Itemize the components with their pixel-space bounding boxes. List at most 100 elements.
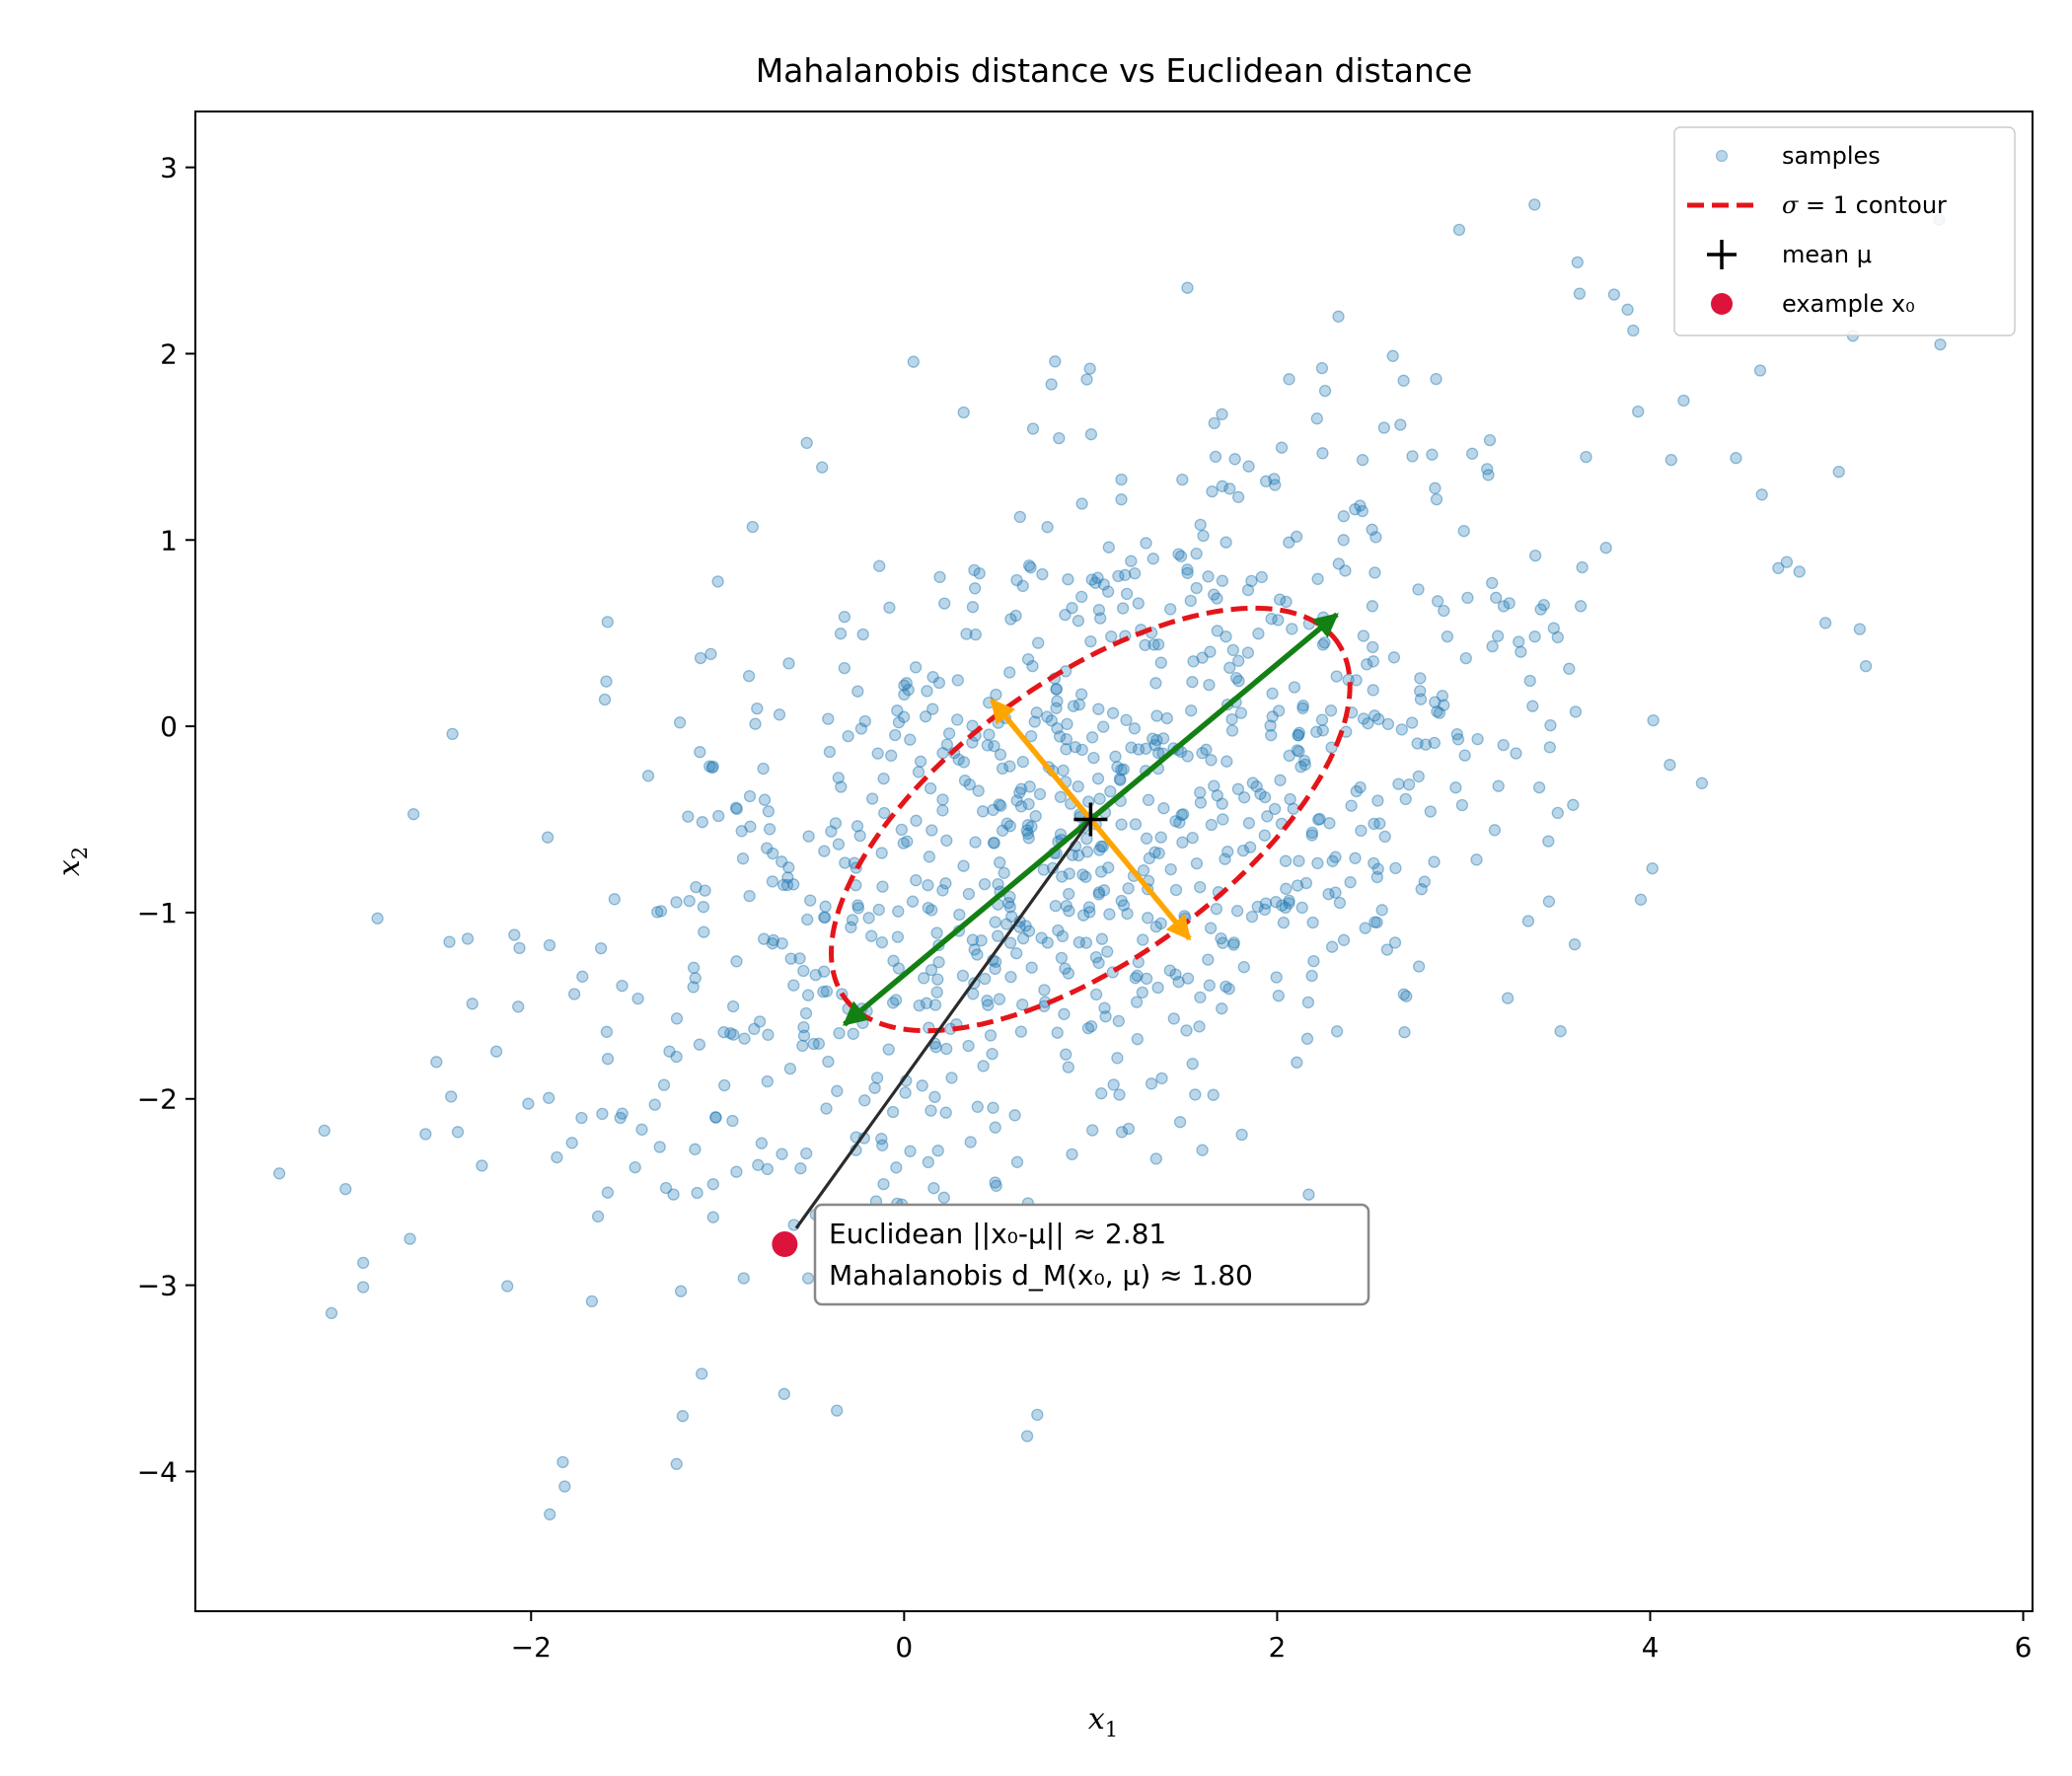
sample-point bbox=[1217, 936, 1229, 949]
sample-point bbox=[1151, 638, 1165, 651]
sample-point bbox=[1056, 870, 1069, 883]
sample-point bbox=[1293, 726, 1305, 739]
sample-point bbox=[1220, 536, 1232, 549]
sample-point bbox=[1293, 854, 1305, 867]
sample-point bbox=[1176, 473, 1189, 486]
sample-point bbox=[1330, 1025, 1344, 1038]
sample-point bbox=[951, 674, 964, 687]
sample-point bbox=[1101, 945, 1114, 958]
sample-point bbox=[1060, 1048, 1073, 1061]
sample-point bbox=[1337, 933, 1351, 946]
sample-point bbox=[939, 877, 952, 890]
x-ticks: −2 0 2 4 6 bbox=[511, 1611, 2032, 1664]
sample-point bbox=[987, 1101, 999, 1114]
sample-point bbox=[1045, 378, 1058, 391]
sample-point bbox=[1062, 1061, 1074, 1073]
sample-point bbox=[799, 1006, 813, 1020]
sample-point bbox=[1306, 916, 1319, 929]
sample-point bbox=[1181, 750, 1194, 763]
sample-point bbox=[1026, 422, 1040, 435]
sample-point bbox=[1075, 497, 1088, 510]
sample-point bbox=[1312, 813, 1325, 826]
sample-point bbox=[936, 804, 949, 817]
sample-point bbox=[940, 1042, 953, 1056]
sample-point bbox=[922, 901, 934, 915]
sample-point bbox=[886, 997, 900, 1009]
sample-point bbox=[1295, 760, 1307, 774]
sample-point bbox=[1451, 733, 1465, 746]
sample-point bbox=[960, 628, 973, 640]
sample-point bbox=[1627, 324, 1640, 337]
sample-point bbox=[1283, 373, 1295, 386]
sample-point bbox=[1438, 604, 1450, 618]
sample-point bbox=[762, 1028, 775, 1041]
sample-point bbox=[957, 406, 970, 419]
sample-point bbox=[933, 570, 946, 584]
sample-point bbox=[898, 679, 911, 692]
sample-point bbox=[928, 999, 942, 1011]
sample-point bbox=[1554, 1025, 1567, 1038]
sample-point bbox=[1397, 988, 1410, 1000]
sample-point bbox=[594, 941, 608, 955]
sample-point bbox=[1215, 931, 1227, 945]
sample-point bbox=[851, 820, 864, 833]
sample-point bbox=[761, 1074, 774, 1088]
sample-point bbox=[1204, 645, 1217, 658]
sample-point bbox=[596, 1107, 609, 1121]
sample-point bbox=[1563, 662, 1576, 675]
sample-point bbox=[1291, 744, 1303, 757]
sample-point bbox=[870, 1072, 884, 1084]
sample-point bbox=[743, 889, 756, 903]
sample-point bbox=[1414, 693, 1428, 705]
sample-point bbox=[1216, 1002, 1228, 1015]
sample-point bbox=[845, 921, 857, 933]
sample-point bbox=[1003, 936, 1017, 949]
sample-point bbox=[1203, 979, 1216, 992]
sample-point bbox=[994, 856, 1006, 869]
sample-point bbox=[1164, 862, 1177, 876]
x-tick-label: 0 bbox=[895, 1631, 913, 1664]
sample-point bbox=[1066, 849, 1079, 861]
sample-point bbox=[648, 1098, 661, 1111]
sample-point bbox=[1190, 547, 1203, 560]
sample-point bbox=[883, 601, 896, 614]
sample-point bbox=[783, 1062, 797, 1075]
sample-point bbox=[780, 878, 794, 892]
sample-point bbox=[1059, 608, 1072, 622]
sample-point bbox=[1014, 1025, 1028, 1038]
sample-point bbox=[501, 1280, 514, 1293]
legend-swatch-mean bbox=[1707, 240, 1737, 269]
sample-point bbox=[1222, 983, 1235, 996]
sample-point bbox=[1098, 1001, 1111, 1014]
sample-point bbox=[1037, 863, 1050, 876]
sample-point bbox=[699, 884, 711, 897]
sample-point bbox=[1471, 732, 1484, 746]
sample-point bbox=[1139, 638, 1151, 651]
sample-point bbox=[891, 930, 905, 943]
sample-point bbox=[1430, 492, 1443, 506]
sample-point bbox=[981, 995, 994, 1007]
sample-point bbox=[1083, 906, 1096, 919]
sample-point bbox=[761, 842, 774, 854]
sample-point bbox=[865, 929, 878, 942]
sample-point bbox=[651, 906, 664, 919]
sample-point bbox=[641, 770, 655, 782]
sample-point bbox=[1202, 953, 1215, 966]
sample-point bbox=[924, 781, 937, 795]
sample-point bbox=[1035, 931, 1048, 944]
sample-point bbox=[1112, 569, 1125, 583]
sample-point bbox=[1356, 454, 1369, 467]
sample-point bbox=[1030, 706, 1043, 719]
sample-point bbox=[601, 1186, 615, 1199]
sample-point bbox=[1324, 704, 1338, 717]
sample-point bbox=[822, 712, 835, 725]
y-axis-label: x2 bbox=[52, 847, 92, 876]
major-axis-arrow bbox=[842, 817, 1093, 1027]
sample-point bbox=[832, 772, 845, 784]
sample-point bbox=[1217, 813, 1229, 826]
sample-point bbox=[766, 875, 779, 888]
sample-point bbox=[1142, 912, 1154, 925]
sample-point bbox=[839, 856, 851, 869]
sample-point bbox=[1307, 954, 1320, 968]
sample-point bbox=[1580, 450, 1592, 464]
